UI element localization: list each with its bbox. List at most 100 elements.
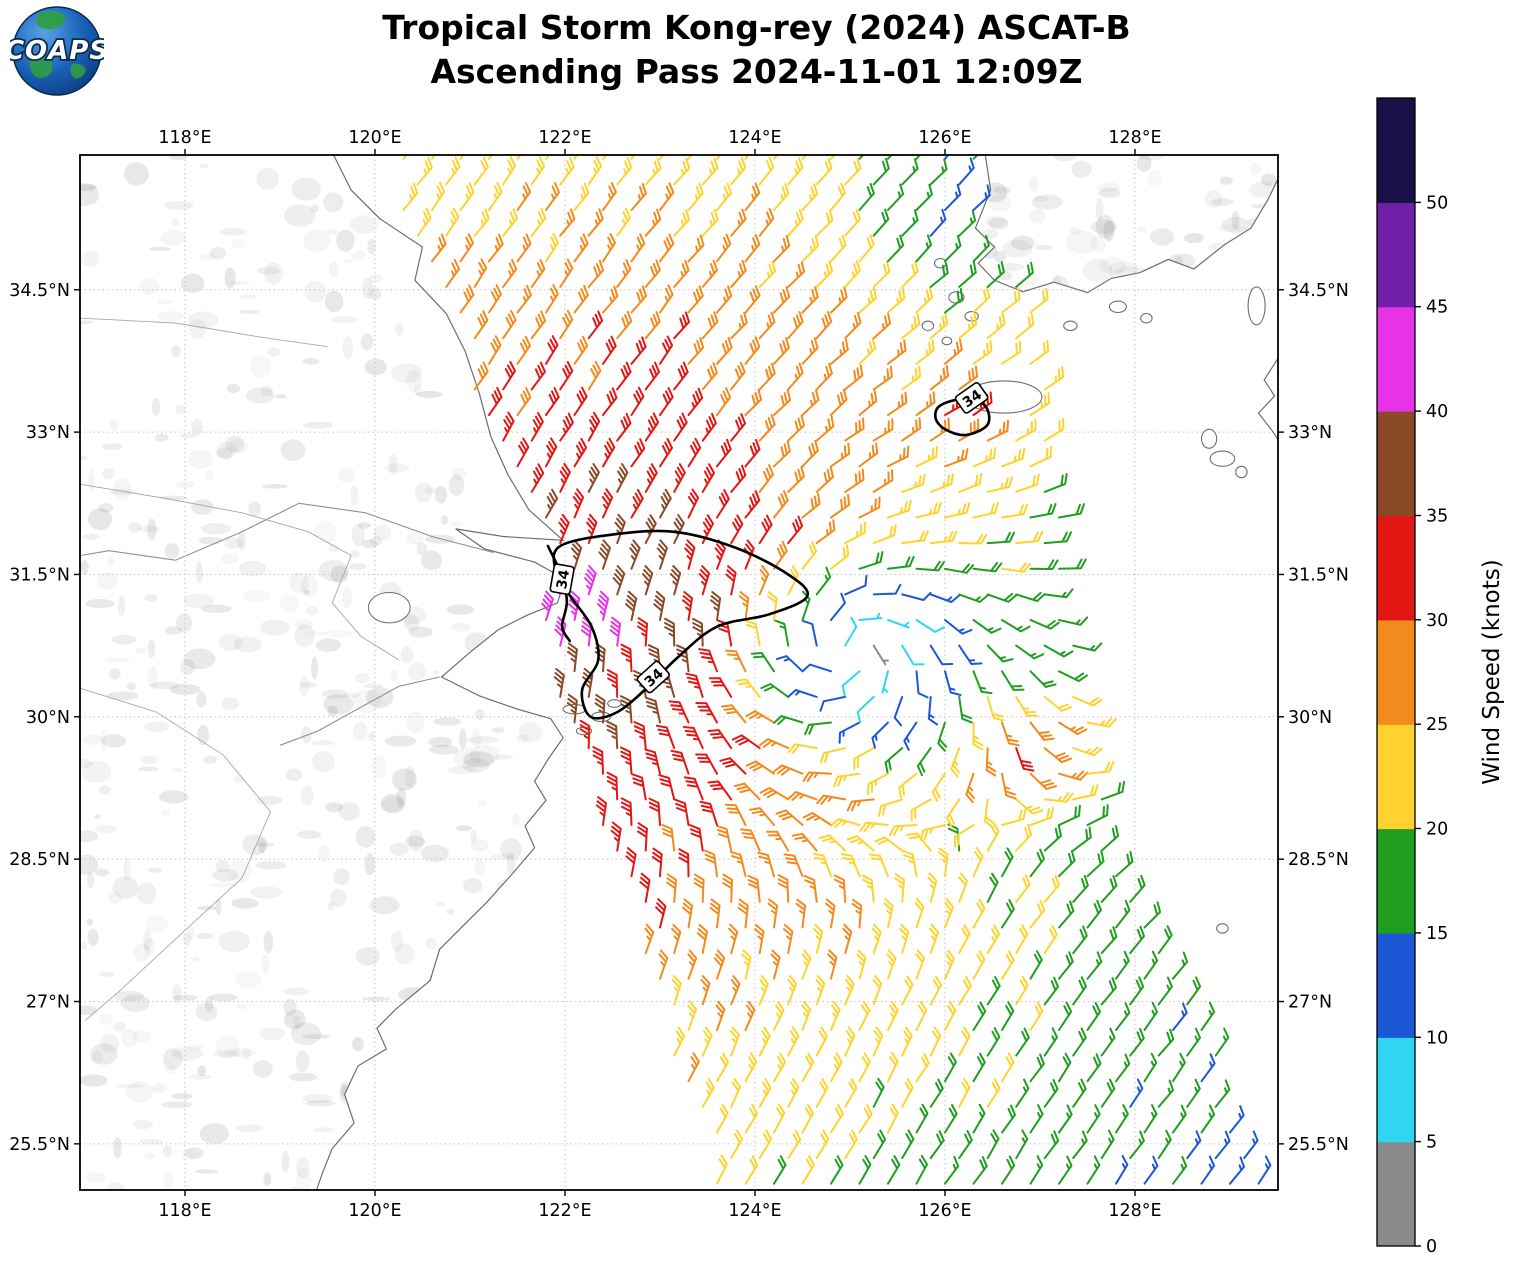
wind-barb xyxy=(744,1155,759,1185)
wind-barb xyxy=(868,853,889,878)
wind-barb xyxy=(1100,825,1120,852)
wind-barb xyxy=(1100,977,1117,1006)
wind-barb xyxy=(587,411,601,442)
wind-barb xyxy=(1058,1104,1073,1134)
wind-barb xyxy=(730,1129,744,1160)
wind-barb xyxy=(744,388,763,416)
wind-barb xyxy=(1015,261,1034,288)
wind-barb xyxy=(1015,473,1040,493)
wind-barb xyxy=(1072,642,1103,652)
wind-barb xyxy=(944,502,971,519)
wind-barb xyxy=(757,851,775,878)
wind-barb xyxy=(1058,558,1087,570)
wind-barb xyxy=(431,233,447,263)
contour-label: 34 xyxy=(954,382,989,414)
wind-barb xyxy=(758,260,777,288)
wind-barb xyxy=(985,747,997,777)
wind-barb xyxy=(887,555,915,570)
svg-text:34: 34 xyxy=(554,568,573,590)
wind-barb xyxy=(872,644,889,666)
wind-barb xyxy=(1001,1155,1016,1185)
x-tick-label-bottom: 128°E xyxy=(1108,1201,1161,1221)
wind-barb xyxy=(929,530,958,545)
y-tick-label-right: 33°N xyxy=(1288,423,1332,443)
wind-barb xyxy=(1100,926,1118,955)
colorbar-segment xyxy=(1377,619,1415,725)
wind-barb xyxy=(787,1129,802,1160)
wind-barb xyxy=(647,644,661,673)
y-tick-label-right: 28.5°N xyxy=(1288,850,1349,870)
wind-barb xyxy=(1214,1079,1231,1108)
wind-barb xyxy=(502,361,516,391)
wind-barb xyxy=(927,872,938,903)
wind-barb xyxy=(584,565,597,596)
wind-barb xyxy=(1029,445,1053,468)
wind-barb xyxy=(530,463,545,493)
wind-barb xyxy=(944,898,954,929)
wind-barb xyxy=(887,499,912,519)
island-outline xyxy=(1235,465,1248,479)
wind-barb xyxy=(644,310,661,340)
wind-barb xyxy=(687,488,700,519)
wind-barb xyxy=(887,1052,899,1083)
wind-barb xyxy=(1257,1155,1272,1185)
wind-barb xyxy=(775,809,804,826)
wind-barb xyxy=(787,743,818,754)
wind-barb xyxy=(606,720,619,750)
wind-barb xyxy=(698,648,718,673)
wind-barb xyxy=(625,847,637,878)
wind-barb xyxy=(986,531,1016,545)
wind-barb xyxy=(573,284,589,314)
island-outline xyxy=(933,257,947,269)
wind-barb xyxy=(566,693,578,724)
wind-barb xyxy=(1015,747,1035,772)
wind-barb xyxy=(416,207,432,237)
colorbar-tick-label: 20 xyxy=(1426,820,1448,840)
wind-barb xyxy=(815,1078,829,1108)
wind-barb xyxy=(701,463,715,493)
wind-barb xyxy=(915,234,933,263)
wind-barb xyxy=(818,834,847,852)
wind-barb xyxy=(944,1001,957,1031)
wind-barb xyxy=(707,780,733,801)
wind-barb xyxy=(744,490,761,519)
wind-barb xyxy=(901,260,919,288)
colorbar-tick-label: 45 xyxy=(1426,298,1448,318)
colorbar-segment xyxy=(1377,828,1415,934)
wind-barb xyxy=(766,830,790,852)
wind-barb xyxy=(872,1129,887,1160)
wind-barb xyxy=(671,923,682,955)
wind-barb xyxy=(701,1026,713,1057)
wind-barb xyxy=(1001,847,1014,878)
wind-barb xyxy=(802,771,832,783)
wind-barb xyxy=(950,747,961,778)
wind-barb xyxy=(773,764,804,776)
wind-barb xyxy=(416,157,433,186)
wind-barb xyxy=(787,515,804,545)
wind-barb xyxy=(559,156,575,186)
wind-barb xyxy=(716,489,730,519)
wind-barb xyxy=(965,772,976,804)
wind-barb xyxy=(639,872,651,903)
wind-barb xyxy=(1143,1104,1158,1134)
wind-barb xyxy=(944,448,969,468)
wind-barb xyxy=(696,923,708,955)
wind-barb xyxy=(915,391,936,416)
wind-barb xyxy=(887,155,893,160)
wind-barb xyxy=(856,695,875,723)
wind-barb xyxy=(929,644,954,666)
y-tick-label-right: 30°N xyxy=(1288,708,1332,728)
wind-barb xyxy=(972,721,984,751)
wind-barb xyxy=(637,617,648,647)
wind-barb xyxy=(830,234,847,263)
wind-barb xyxy=(1115,899,1131,929)
wind-barb xyxy=(1086,717,1117,728)
wind-barb xyxy=(1015,644,1045,660)
contour-label: 34 xyxy=(549,563,575,596)
wind-barb xyxy=(1029,619,1060,630)
wind-barb xyxy=(1029,503,1057,519)
wind-barb xyxy=(770,949,781,980)
wind-barb xyxy=(1043,473,1068,493)
island-outline xyxy=(1063,320,1078,332)
river-line xyxy=(80,502,494,561)
